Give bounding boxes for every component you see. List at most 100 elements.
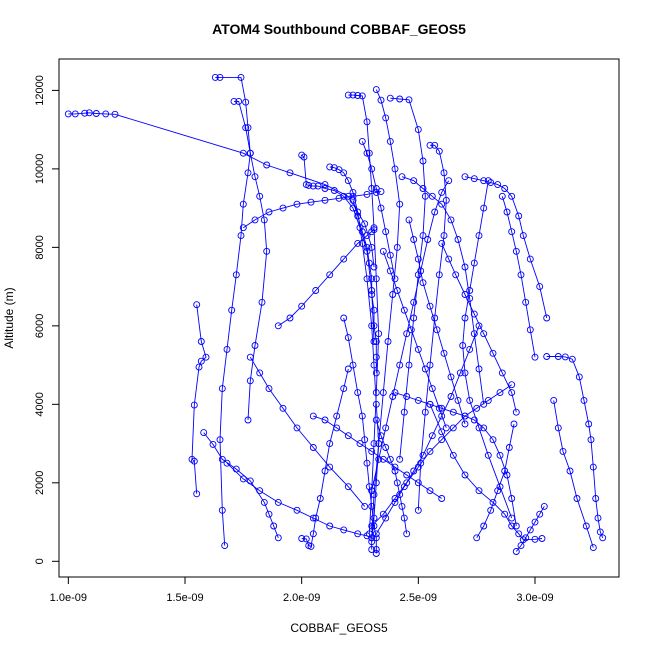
series-14: [461, 173, 551, 322]
series-line: [301, 154, 375, 342]
data-point: [354, 530, 362, 538]
data-point: [316, 495, 324, 502]
data-point: [361, 220, 369, 228]
data-point: [344, 334, 352, 342]
data-point: [426, 447, 434, 455]
data-point: [419, 279, 427, 287]
series-19: [372, 322, 483, 538]
data-point: [435, 147, 443, 155]
data-point: [256, 192, 264, 200]
data-point: [519, 232, 527, 240]
series-line: [375, 419, 408, 534]
data-point: [475, 424, 483, 432]
data-point: [438, 200, 446, 208]
data-point: [330, 164, 338, 172]
series-line: [462, 180, 513, 519]
data-point: [344, 365, 352, 373]
data-point: [372, 534, 380, 542]
data-point: [286, 314, 294, 322]
data-point: [218, 506, 226, 514]
data-point: [379, 455, 387, 463]
data-point: [466, 396, 474, 404]
data-point: [326, 522, 334, 530]
x-axis: 1.0e-09 1.5e-09 2.0e-09 2.5e-09 3.0e-09: [50, 576, 554, 604]
data-point: [414, 126, 422, 134]
data-point: [410, 314, 418, 322]
data-point: [235, 97, 243, 105]
data-point: [368, 487, 376, 495]
data-point: [484, 396, 492, 404]
data-point: [265, 385, 273, 393]
data-point: [386, 137, 394, 145]
data-point: [480, 204, 488, 212]
series-28: [438, 239, 520, 416]
series-line: [191, 304, 207, 494]
data-point: [326, 271, 334, 279]
data-point: [349, 91, 357, 99]
data-point: [298, 535, 306, 542]
data-point: [263, 247, 271, 255]
data-point: [256, 369, 264, 377]
series-line: [417, 144, 447, 511]
data-point: [309, 182, 317, 190]
data-point: [438, 188, 446, 196]
data-point: [440, 169, 448, 177]
series-3: [230, 97, 271, 424]
series-36: [358, 137, 399, 283]
data-point: [370, 338, 378, 345]
data-point: [470, 310, 478, 318]
data-point: [473, 404, 481, 412]
data-point: [370, 263, 378, 271]
series-line: [382, 251, 447, 429]
data-point: [435, 404, 443, 412]
data-point: [368, 275, 376, 283]
data-point: [274, 534, 282, 542]
data-point: [445, 177, 453, 185]
data-point: [461, 420, 469, 428]
data-point: [389, 393, 397, 400]
data-point: [321, 185, 329, 192]
data-point: [454, 396, 462, 404]
data-point: [361, 436, 369, 444]
data-point: [480, 177, 488, 185]
data-point: [461, 471, 469, 479]
series-10: [368, 86, 404, 542]
data-point: [414, 506, 422, 514]
data-point: [512, 408, 520, 416]
data-point: [193, 490, 201, 498]
series-line: [371, 384, 512, 527]
data-point: [372, 185, 380, 192]
series-line: [476, 423, 515, 539]
data-point: [489, 498, 497, 506]
data-point: [417, 267, 425, 275]
data-point: [349, 196, 357, 204]
data-point: [501, 510, 509, 518]
data-point: [239, 149, 247, 157]
series-line: [313, 415, 442, 499]
data-point: [400, 514, 408, 522]
data-point: [400, 306, 408, 314]
data-point: [256, 487, 264, 495]
data-point: [515, 212, 523, 220]
data-point: [403, 471, 411, 479]
data-point: [438, 412, 446, 420]
series-line: [371, 89, 401, 538]
data-point: [447, 216, 455, 224]
data-point: [372, 338, 380, 345]
data-point: [190, 401, 198, 409]
data-point: [354, 92, 362, 99]
plot-frame: [58, 58, 620, 578]
data-point: [223, 459, 231, 467]
data-point: [419, 232, 427, 240]
data-point: [398, 173, 406, 181]
data-point: [407, 326, 415, 334]
data-point: [573, 495, 581, 502]
data-point: [426, 361, 434, 369]
data-point: [340, 314, 348, 322]
data-point: [599, 534, 607, 542]
data-point: [237, 73, 245, 81]
data-point: [382, 424, 390, 432]
data-point: [508, 495, 516, 502]
data-point: [218, 385, 226, 393]
data-point: [370, 306, 378, 314]
